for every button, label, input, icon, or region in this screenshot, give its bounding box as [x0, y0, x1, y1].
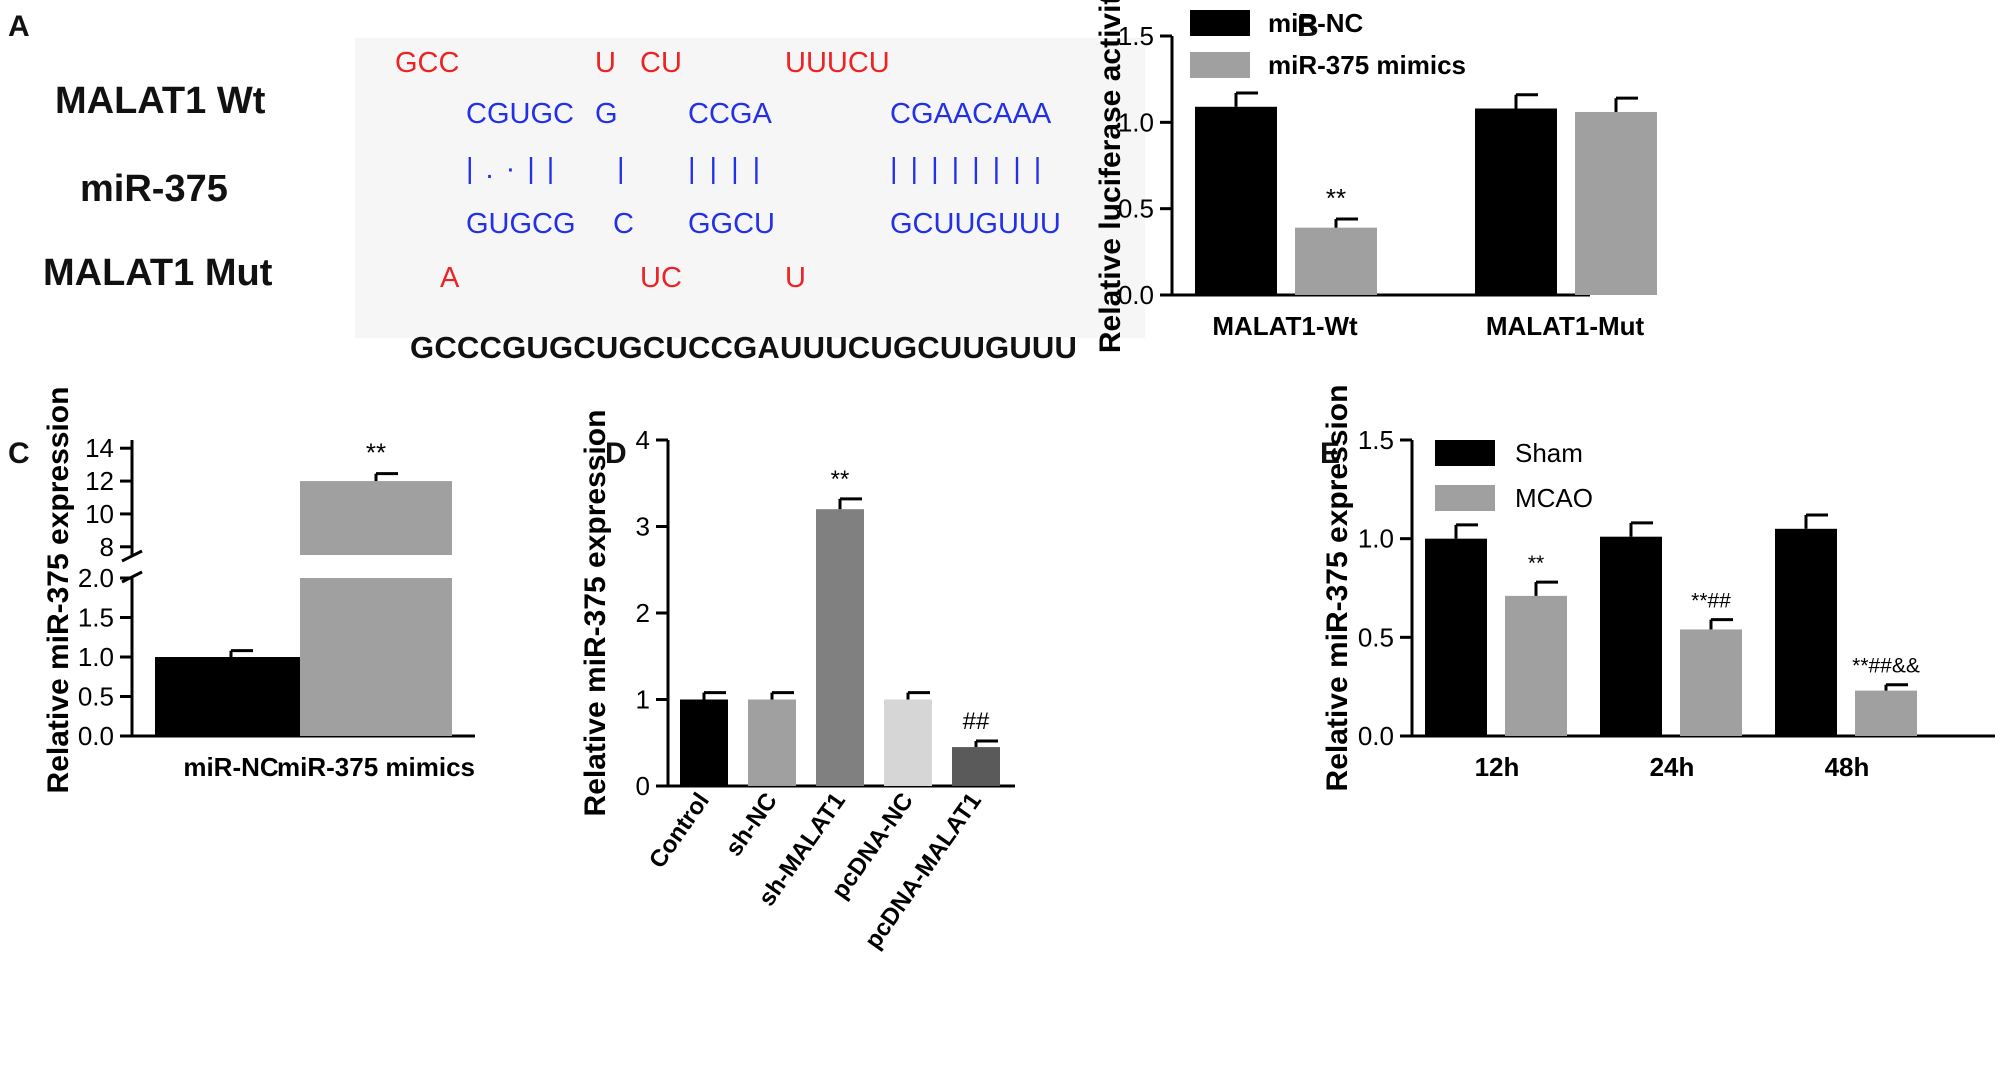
mir-segment-4: GCUUGUUU: [890, 208, 1061, 240]
chart-b-bar: [1295, 227, 1377, 295]
chart-c-y-tick-label: 10: [85, 499, 114, 529]
chart-b-legend-swatch: [1190, 52, 1250, 78]
chart-e-legend-swatch: [1435, 485, 1495, 511]
wt-segment-2: G: [595, 98, 618, 130]
unpaired-bottom-2: UC: [640, 262, 682, 294]
chart-b-x-tick-label: MALAT1-Mut: [1486, 311, 1645, 341]
chart-e-legend-swatch: [1435, 440, 1495, 466]
chart-d-x-tick-label: sh-NC: [720, 788, 783, 861]
chart-b-bar: [1475, 108, 1557, 296]
panel-letter-e: E: [1320, 437, 1341, 470]
chart-d-x-tick-label: Control: [644, 788, 715, 873]
chart-d-y-tick-label: 1: [636, 685, 650, 715]
chart-b-y-tick-label: 1.0: [1118, 107, 1154, 137]
chart-c-significance: **: [366, 438, 386, 468]
chart-c-y-tick-label: 12: [85, 466, 114, 496]
mutant-sequence: GCCCGUGCUGCUCCGAUUUCUGCUUGUUU: [410, 330, 1078, 365]
chart-c-y-axis-label: Relative miR-375 expression: [42, 387, 75, 794]
chart-d-significance: **: [831, 466, 850, 493]
pair-segment-1: |.·||: [466, 153, 567, 185]
chart-e-y-tick-label: 1.0: [1358, 524, 1394, 554]
chart-b-legend-label: miR-375 mimics: [1268, 50, 1466, 80]
chart-b-bar: [1575, 111, 1657, 296]
chart-e-significance: **##&&: [1852, 655, 1920, 678]
chart-d-bar: [884, 699, 932, 786]
unpaired-bottom-3: U: [785, 262, 806, 294]
chart-c-y-tick-label: 1.5: [78, 603, 114, 633]
chart-c-bar: [300, 481, 452, 555]
chart-b-bar: [1195, 106, 1277, 295]
chart-d-y-axis-label: Relative miR-375 expression: [579, 410, 612, 817]
chart-e-bar: [1680, 629, 1742, 736]
chart-e-x-tick-label: 12h: [1475, 752, 1520, 782]
chart-d-bar: [748, 699, 796, 786]
chart-e-bar: [1775, 528, 1837, 736]
chart-c-bar: [155, 657, 307, 736]
mir-segment-1: GUGCG: [466, 208, 576, 240]
chart-e-y-tick-label: 0.5: [1358, 622, 1394, 652]
chart-b-significance: **: [1326, 183, 1346, 213]
chart-e-significance: **: [1528, 552, 1544, 575]
chart-d-bar: [952, 747, 1000, 786]
chart-c-x-tick-label: miR-NC: [183, 752, 279, 782]
chart-c-bar: [300, 578, 452, 736]
wt-segment-3: CCGA: [688, 98, 772, 130]
chart-b-legend-label: miR-NC: [1268, 8, 1364, 38]
chart-c-y-tick-label: 0.5: [78, 682, 114, 712]
chart-c-y-tick-label: 14: [85, 433, 114, 463]
chart-e-y-tick-label: 0.0: [1358, 721, 1394, 751]
chart-b-x-tick-label: MALAT1-Wt: [1212, 311, 1358, 341]
panel-letter-a: A: [8, 10, 30, 43]
chart-e-y-tick-label: 1.5: [1358, 425, 1394, 455]
wt-segment-4: CGAACAAA: [890, 98, 1052, 130]
unpaired-top-4: UUUCU: [785, 47, 890, 79]
unpaired-bottom-1: A: [440, 262, 460, 294]
chart-e-bar: [1505, 595, 1567, 736]
chart-e-significance: **##: [1691, 590, 1731, 613]
wt-segment-1: CGUGC: [466, 98, 574, 130]
mir-segment-2: C: [613, 208, 634, 240]
chart-c-axis-break: [121, 549, 143, 563]
chart-b-y-axis-label: Relative luciferase activity: [1094, 0, 1127, 353]
pair-segment-2: |: [617, 153, 625, 185]
chart-b-y-tick-label: 0.5: [1118, 194, 1154, 224]
chart-c-y-tick-label: 8: [100, 532, 114, 562]
panel-letter-c: C: [8, 437, 30, 470]
chart-d-y-tick-label: 3: [636, 512, 650, 542]
chart-d-bar: [816, 509, 864, 786]
chart-b-y-tick-label: 1.5: [1118, 21, 1154, 51]
chart-d-significance: ##: [963, 708, 990, 735]
alignment-background: [355, 38, 1145, 338]
chart-e-bar: [1600, 536, 1662, 736]
panel-letter-d: D: [605, 437, 627, 470]
chart-e-legend-label: MCAO: [1515, 483, 1593, 513]
pair-segment-3: ||||: [688, 153, 775, 185]
chart-e-legend-label: Sham: [1515, 438, 1583, 468]
chart-d-y-tick-label: 0: [636, 771, 650, 801]
chart-e-y-axis-label: Relative miR-375 expression: [1321, 385, 1354, 792]
unpaired-top-1: GCC: [395, 47, 460, 79]
panel-letter-b: B: [1297, 10, 1319, 43]
chart-c-y-tick-label: 1.0: [78, 642, 114, 672]
chart-e-x-tick-label: 24h: [1650, 752, 1695, 782]
chart-d-y-tick-label: 4: [636, 425, 650, 455]
unpaired-top-2: U: [595, 47, 616, 79]
chart-b-legend-swatch: [1190, 10, 1250, 36]
pair-segment-4: ||||||||: [890, 153, 1055, 185]
chart-b-y-tick-label: 0.0: [1118, 280, 1154, 310]
chart-c-y-tick-label: 0.0: [78, 721, 114, 751]
chart-c-x-tick-label: miR-375 mimics: [277, 752, 475, 782]
chart-e-bar: [1855, 690, 1917, 736]
label-malat1-mut: MALAT1 Mut: [43, 252, 273, 294]
chart-e-x-tick-label: 48h: [1825, 752, 1870, 782]
mir-segment-3: GGCU: [688, 208, 775, 240]
chart-d-y-tick-label: 2: [636, 598, 650, 628]
label-malat1-wt: MALAT1 Wt: [55, 80, 266, 122]
unpaired-top-3: CU: [640, 47, 682, 79]
chart-c-y-tick-label: 2.0: [78, 563, 114, 593]
chart-e-bar: [1425, 538, 1487, 736]
chart-d-bar: [680, 699, 728, 786]
label-mir-375: miR-375: [80, 168, 228, 210]
